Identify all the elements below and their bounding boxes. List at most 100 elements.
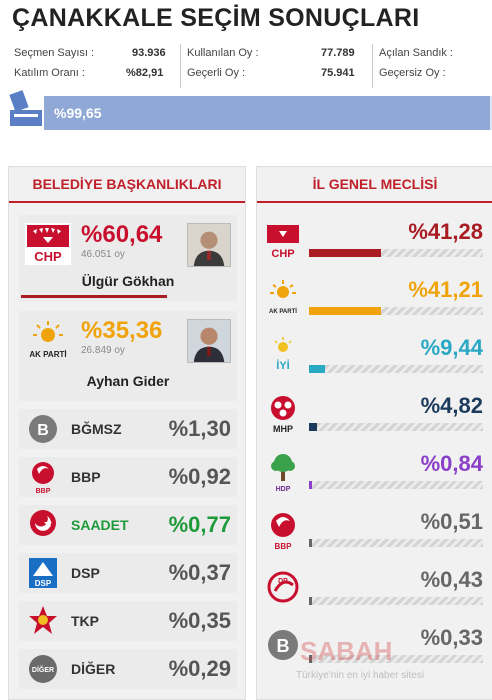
council-pct: %9,44	[420, 335, 483, 360]
stat-voters-label: Seçmen Sayısı :	[14, 47, 95, 59]
party-row-diger: DİĞER DİĞER %0,29	[19, 649, 237, 689]
party-pct: %0,92	[168, 464, 231, 489]
bbp-logo-icon: BBP	[271, 513, 295, 551]
iyi-logo-icon: İYİ	[274, 337, 292, 372]
candidate-votes: 46.051 oy	[81, 249, 125, 260]
chp-logo-icon: CHP	[25, 223, 71, 265]
council-share-track	[309, 423, 483, 431]
person-icon	[188, 224, 230, 266]
svg-text:MHP: MHP	[273, 424, 293, 434]
party-pct: %0,77	[168, 512, 231, 537]
candidate-pct: %60,64	[81, 221, 163, 248]
mayoral-results-panel: BELEDİYE BAŞKANLIKLARI CHP %60,64 46.051…	[8, 166, 246, 700]
council-row-hdp: HDP %0,84	[265, 447, 487, 503]
sabah-watermark-tagline: Türkiye'nin en iyi haber sitesi	[296, 670, 425, 681]
hdp-logo-icon: HDP	[271, 454, 295, 493]
council-share-fill	[309, 423, 317, 431]
council-share-track	[309, 539, 483, 547]
stat-used-votes-value: 77.789	[321, 47, 355, 59]
stats-col-boxes: Açılan Sandık : Geçersiz Oy :	[372, 44, 484, 88]
council-share-fill	[309, 539, 312, 547]
candidate-name: Ayhan Gider	[86, 373, 170, 389]
council-pct: %0,33	[420, 625, 483, 650]
stat-turnout-value: %82,91	[126, 67, 164, 79]
party-name: DİĞER	[71, 661, 116, 677]
svg-text:AK PARTİ: AK PARTİ	[269, 308, 297, 315]
saadet-logo-icon	[30, 510, 56, 536]
stat-valid-votes-label: Geçerli Oy :	[187, 67, 246, 79]
party-pct: %0,35	[168, 608, 231, 633]
stat-valid-votes-value: 75.941	[321, 67, 355, 79]
stat-used-votes: Kullanılan Oy : 77.789	[187, 44, 355, 62]
council-pct: %41,21	[408, 277, 483, 302]
stat-turnout-label: Katılım Oranı :	[14, 67, 85, 79]
council-share-track	[309, 655, 483, 663]
stats-col-votes: Kullanılan Oy : 77.789 Geçerli Oy : 75.9…	[180, 44, 370, 88]
mhp-logo-icon: MHP	[271, 396, 295, 434]
council-share-fill	[309, 365, 325, 373]
party-name: SAADET	[71, 517, 129, 533]
counting-progress-label: %99,65	[54, 105, 102, 121]
svg-text:CHP: CHP	[271, 248, 294, 260]
bbp-logo-icon: BBP	[32, 462, 54, 494]
party-row-dsp: DSP DSP %0,37	[19, 553, 237, 593]
stat-voters-value: 93.936	[132, 47, 166, 59]
council-share-fill	[309, 655, 312, 663]
independent-logo-icon: B	[268, 630, 298, 660]
other-logo-icon: DİĞER	[29, 655, 57, 683]
party-pct: %1,30	[168, 416, 231, 441]
council-pct: %0,43	[420, 567, 483, 592]
stat-invalid-votes: Geçersiz Oy :	[379, 64, 446, 82]
stat-turnout: Katılım Oranı : %82,91	[14, 64, 163, 82]
party-row-bbp: BBP BBP %0,92	[19, 457, 237, 497]
svg-text:İYİ: İYİ	[276, 359, 289, 372]
dsp-logo-icon: DSP	[29, 558, 57, 588]
svg-text:DİĞER: DİĞER	[32, 665, 54, 674]
council-share-fill	[309, 481, 312, 489]
council-row-dp: DP %0,43	[265, 563, 487, 619]
mayoral-results-title: BELEDİYE BAŞKANLIKLARI	[9, 167, 245, 203]
council-pct: %41,28	[408, 219, 483, 244]
council-share-track	[309, 597, 483, 605]
party-name: DSP	[71, 565, 100, 581]
council-row-bgmsz: B %0,33	[265, 621, 487, 677]
svg-text:B: B	[37, 422, 49, 439]
council-share-track	[309, 481, 483, 489]
candidate-share-bar	[21, 295, 167, 298]
candidate-votes: 26.849 oy	[81, 345, 125, 356]
party-pct: %0,29	[168, 656, 231, 681]
svg-text:BBP: BBP	[275, 542, 293, 551]
svg-text:DSP: DSP	[35, 579, 52, 588]
stat-valid-votes: Geçerli Oy : 75.941	[187, 64, 355, 82]
independent-logo-icon: B	[29, 415, 57, 443]
stats-col-voters: Seçmen Sayısı : 93.936 Katılım Oranı : %…	[8, 44, 178, 88]
svg-text:B: B	[277, 636, 290, 656]
party-row-bgmsz: B BĞMSZ %1,30	[19, 409, 237, 449]
svg-text:AK PARTİ: AK PARTİ	[29, 350, 66, 359]
stat-voters: Seçmen Sayısı : 93.936	[14, 44, 166, 62]
council-row-bbp: BBP %0,51	[265, 505, 487, 561]
council-pct: %0,84	[420, 451, 483, 476]
council-share-fill	[309, 597, 312, 605]
akparti-logo-icon: AK PARTİ	[25, 319, 71, 361]
chp-logo-icon: CHP	[267, 225, 299, 260]
candidate-card-chp: CHP %60,64 46.051 oy Ülgür Gökhan	[19, 215, 237, 301]
svg-text:DP: DP	[278, 578, 288, 585]
council-share-fill	[309, 249, 381, 257]
council-share-track	[309, 307, 483, 315]
council-row-mhp: MHP %4,82	[265, 389, 487, 445]
counting-progress-bar: %99,65	[44, 96, 492, 130]
sabah-watermark: SABAH	[300, 636, 393, 666]
council-row-iyi: İYİ %9,44	[265, 331, 487, 387]
provincial-council-panel: İL GENEL MECLİSİ CHP %41,28 AK PARTİ %41…	[256, 166, 492, 700]
svg-text:BBP: BBP	[36, 488, 51, 494]
svg-text:HDP: HDP	[276, 486, 291, 493]
candidate-card-akparti: AK PARTİ %35,36 26.849 oy Ayhan Gider	[19, 311, 237, 401]
party-name: BBP	[71, 469, 101, 485]
stats-bar: Seçmen Sayısı : 93.936 Katılım Oranı : %…	[8, 44, 484, 88]
candidate-name: Ülgür Gökhan	[81, 273, 175, 289]
party-name: TKP	[71, 613, 99, 629]
stat-used-votes-label: Kullanılan Oy :	[187, 47, 259, 59]
party-name: BĞMSZ	[71, 421, 122, 437]
party-row-saadet: SAADET %0,77	[19, 505, 237, 545]
